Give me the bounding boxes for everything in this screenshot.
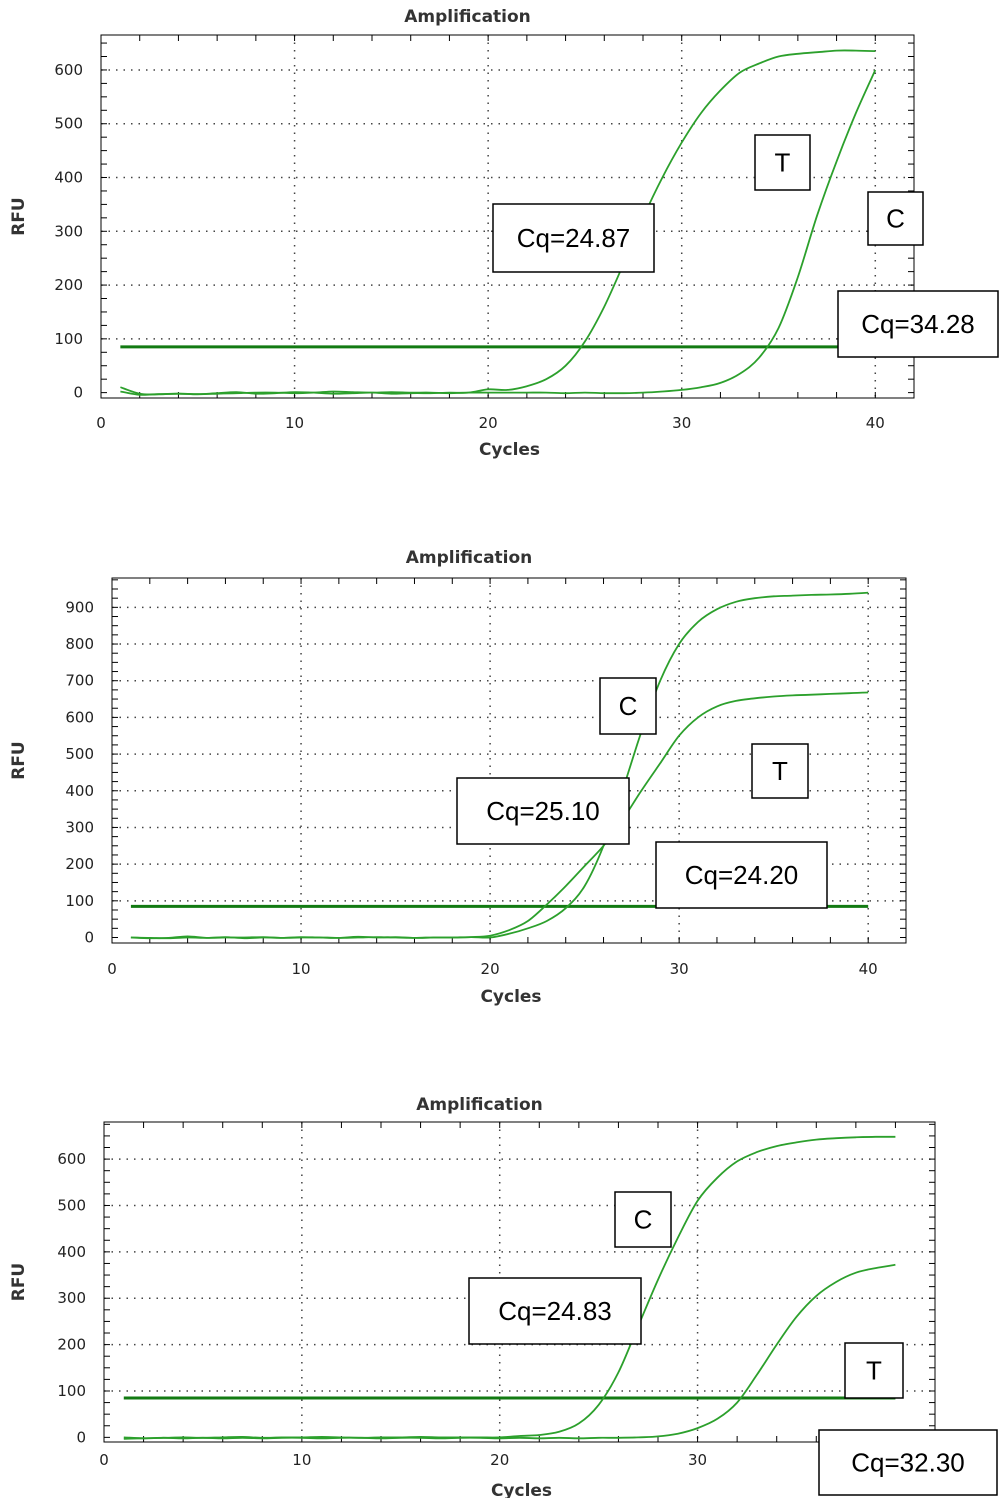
chart-title: Amplification	[404, 7, 531, 27]
y-axis-label: RFU	[9, 741, 29, 780]
y-tick-label: 700	[65, 672, 94, 690]
annotation-text: Cq=24.83	[498, 1296, 611, 1326]
y-tick-label: 200	[54, 276, 83, 294]
y-tick-label: 0	[76, 1428, 86, 1446]
y-tick-label: 900	[65, 598, 94, 616]
annotation-box: C	[614, 1191, 672, 1248]
y-tick-label: 300	[57, 1289, 86, 1307]
x-axis-label: Cycles	[491, 1481, 552, 1498]
y-tick-label: 0	[84, 928, 94, 946]
annotation-box: T	[844, 1342, 904, 1399]
y-tick-label: 800	[65, 635, 94, 653]
x-tick-label: 20	[481, 960, 500, 978]
annotation-box: Cq=24.87	[492, 203, 655, 273]
annotation-text: T	[772, 756, 788, 786]
annotation-text: Cq=24.20	[685, 860, 798, 890]
y-tick-label: 400	[54, 169, 83, 187]
annotation-text: C	[634, 1205, 653, 1235]
annotation-text: C	[619, 691, 638, 721]
y-tick-label: 500	[65, 745, 94, 763]
annotation-box: T	[751, 743, 809, 799]
y-tick-label: 0	[73, 384, 83, 402]
x-tick-label: 40	[859, 960, 878, 978]
y-tick-label: 400	[57, 1243, 86, 1261]
annotation-box: Cq=32.30	[818, 1429, 998, 1496]
x-tick-label: 10	[292, 1451, 311, 1469]
x-tick-label: 0	[99, 1451, 109, 1469]
x-tick-label: 30	[670, 960, 689, 978]
annotation-text: Cq=24.87	[517, 223, 630, 253]
plot-frame	[111, 577, 907, 944]
y-tick-label: 400	[65, 782, 94, 800]
y-axis-label: RFU	[9, 1263, 29, 1302]
y-tick-label: 500	[54, 115, 83, 133]
y-tick-label: 600	[54, 61, 83, 79]
x-tick-label: 0	[107, 960, 117, 978]
x-tick-label: 30	[688, 1451, 707, 1469]
y-tick-label: 300	[65, 818, 94, 836]
annotation-text: Cq=25.10	[486, 796, 599, 826]
series-line-2	[123, 1263, 896, 1440]
annotation-box: C	[599, 677, 657, 735]
annotation-box: Cq=24.20	[655, 841, 828, 909]
annotation-text: T	[775, 148, 791, 178]
x-tick-label: 30	[672, 414, 691, 432]
y-tick-label: 300	[54, 222, 83, 240]
x-tick-label: 20	[479, 414, 498, 432]
x-tick-label: 40	[866, 414, 885, 432]
chart-title: Amplification	[406, 548, 533, 568]
y-tick-label: 200	[57, 1336, 86, 1354]
y-tick-label: 600	[57, 1150, 86, 1168]
annotation-box: T	[754, 134, 811, 191]
annotation-box: Cq=24.83	[468, 1277, 642, 1345]
plot-frame	[103, 1121, 936, 1443]
y-tick-label: 500	[57, 1196, 86, 1214]
annotation-box: Cq=34.28	[837, 290, 999, 358]
annotation-text: Cq=34.28	[861, 309, 974, 339]
series-line-2	[130, 691, 869, 940]
series-line-2	[120, 69, 877, 396]
x-tick-label: 0	[96, 414, 106, 432]
y-tick-label: 100	[57, 1382, 86, 1400]
y-tick-label: 100	[54, 330, 83, 348]
y-tick-label: 600	[65, 708, 94, 726]
x-tick-label: 10	[292, 960, 311, 978]
y-tick-label: 100	[65, 892, 94, 910]
x-axis-label: Cycles	[480, 987, 541, 1007]
annotation-text: T	[866, 1356, 882, 1386]
y-axis-label: RFU	[9, 197, 29, 236]
annotation-text: Cq=32.30	[851, 1448, 964, 1478]
x-axis-label: Cycles	[479, 440, 540, 460]
y-tick-label: 200	[65, 855, 94, 873]
annotation-box: C	[867, 191, 924, 246]
annotation-text: C	[886, 204, 905, 234]
chart-title: Amplification	[416, 1095, 543, 1115]
annotation-box: Cq=25.10	[456, 777, 630, 845]
x-tick-label: 20	[490, 1451, 509, 1469]
x-tick-label: 10	[285, 414, 304, 432]
